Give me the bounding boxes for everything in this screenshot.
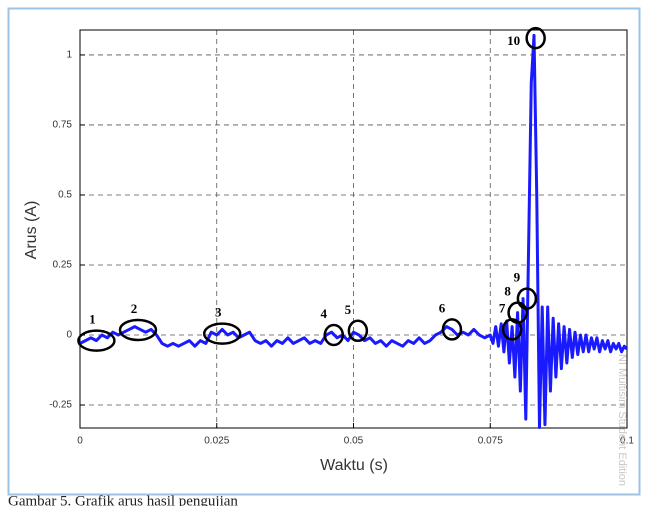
y-tick-label: 0.25 (53, 260, 73, 271)
x-tick-label: 0.05 (344, 436, 364, 447)
annotation-label: 10 (507, 33, 520, 48)
annotation-label: 7 (499, 300, 506, 315)
annotation-label: 5 (345, 302, 352, 317)
annotation-ellipse (441, 318, 463, 341)
y-tick-label: -0.25 (49, 400, 72, 411)
annotation-label: 2 (131, 301, 138, 316)
annotation-ellipse (202, 322, 242, 345)
x-tick-label: 0 (77, 436, 83, 447)
y-tick-label: 1 (66, 50, 72, 61)
x-tick-label: 0.075 (478, 436, 503, 447)
annotation-label: 1 (89, 312, 96, 327)
x-tick-label: 0.1 (620, 436, 634, 447)
annotation-ellipse (77, 329, 116, 352)
annotation-ellipse (347, 319, 369, 343)
x-axis-title: Waktu (s) (320, 457, 388, 474)
watermark: NI Multisim Student Edition (616, 354, 628, 486)
y-tick-label: 0.5 (58, 190, 72, 201)
annotation-label: 4 (321, 306, 328, 321)
x-tick-label: 0.025 (204, 436, 229, 447)
annotation-ellipse (118, 318, 158, 342)
y-tick-label: 0 (66, 330, 72, 341)
annotation-label: 3 (215, 305, 222, 320)
y-axis-title: Arus (A) (23, 201, 40, 260)
annotation-ellipse (525, 26, 546, 50)
caption: Gambar 5. Grafik arus hasil pengujian (8, 493, 238, 506)
plot-border (79, 29, 628, 429)
annotation-ellipse (323, 323, 345, 347)
annotation-ellipse (516, 287, 538, 310)
y-tick-label: 0.75 (53, 120, 73, 131)
data-line (79, 33, 629, 429)
annotation-label: 6 (439, 300, 446, 315)
annotation-label: 9 (514, 270, 521, 285)
annotation-label: 8 (504, 284, 511, 299)
